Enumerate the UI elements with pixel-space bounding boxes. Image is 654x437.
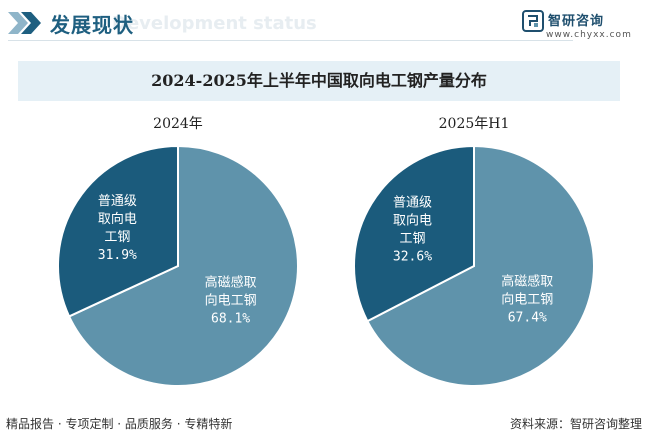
data-label-value: 68.1% [211, 312, 250, 327]
data-label-category: 向电工钢 [205, 293, 257, 309]
data-label-value: 31.9% [98, 248, 137, 263]
data-label-category: 工钢 [104, 230, 130, 245]
pie-title: 2024年 [153, 116, 203, 132]
brand: 智研咨询 www.chyxx.com [522, 10, 642, 44]
data-label-category: 取向电 [393, 213, 432, 229]
brand-name: 智研咨询 [548, 14, 605, 29]
pie-slice [366, 144, 595, 387]
footer-tagline: 精品报告 · 专项定制 · 品质服务 · 专精特新 [6, 417, 233, 431]
brand-url: www.chyxx.com [546, 30, 632, 40]
header: Development status 发展现状 智研咨询 www.chyxx.c… [0, 0, 654, 50]
data-label-category: 高磁感取 [501, 273, 553, 289]
data-label-value: 32.6% [393, 250, 432, 265]
data-label-category: 向电工钢 [501, 291, 553, 307]
brand-logo-icon [522, 10, 544, 32]
double-chevron-icon [8, 12, 41, 34]
data-label-category: 普通级 [393, 196, 432, 211]
data-label-category: 取向电 [98, 211, 137, 227]
pie-title: 2025年H1 [439, 116, 510, 132]
data-label-category: 工钢 [399, 232, 425, 247]
pie-slice [67, 144, 299, 387]
header-background-text: Development status [112, 13, 317, 34]
source-note: 资料来源：智研咨询整理 [509, 417, 642, 431]
footer: 精品报告 · 专项定制 · 品质服务 · 专精特新 资料来源：智研咨询整理 [0, 410, 654, 437]
data-label-value: 67.4% [508, 310, 547, 325]
section-title: 发展现状 [50, 13, 134, 37]
chart-title: 2024-2025年上半年中国取向电工钢产量分布 [18, 61, 620, 101]
data-label-category: 普通级 [98, 194, 137, 209]
pie-slice [57, 144, 179, 318]
pie-slice [353, 144, 475, 323]
header-divider [8, 40, 573, 41]
data-label-category: 高磁感取 [205, 275, 257, 291]
